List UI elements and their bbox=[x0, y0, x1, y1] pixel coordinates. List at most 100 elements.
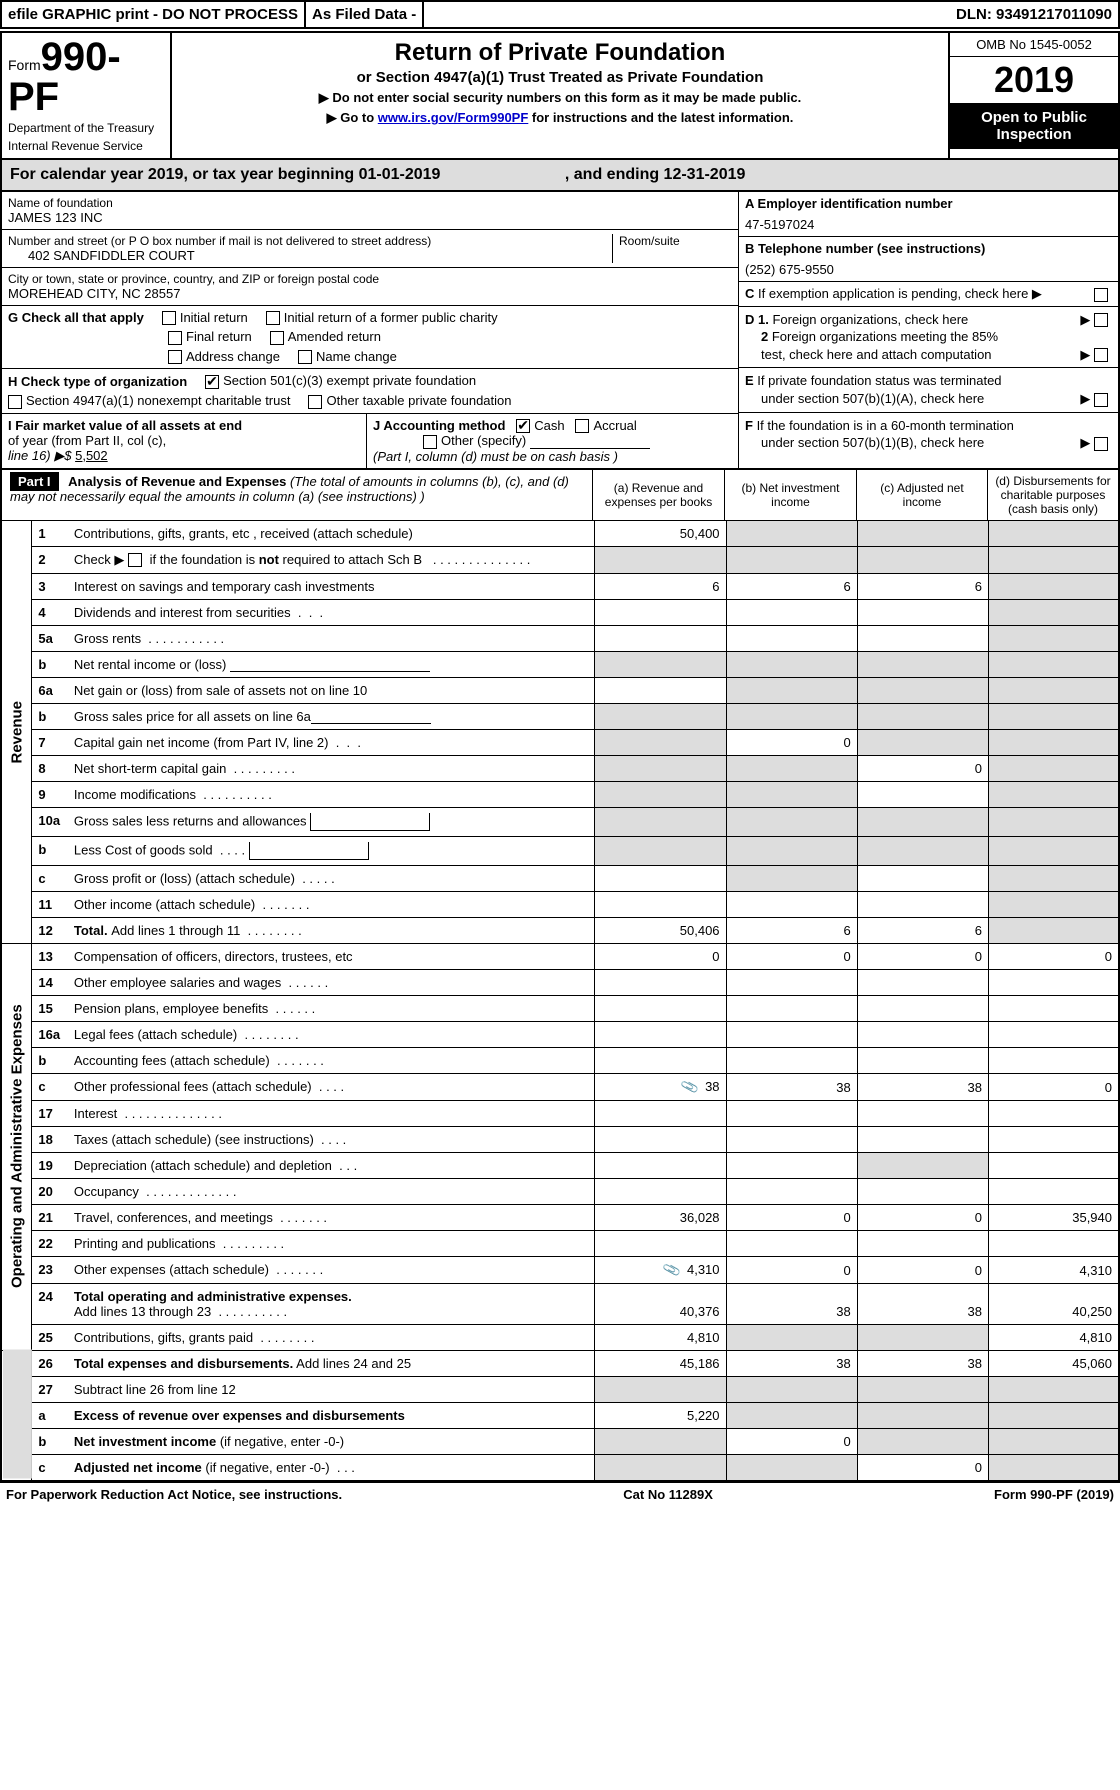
ein-cell: A Employer identification number 47-5197… bbox=[739, 192, 1118, 237]
cb-accrual[interactable] bbox=[575, 419, 589, 433]
table-row: bNet investment income (if negative, ent… bbox=[2, 1428, 1118, 1454]
g-o5: Address change bbox=[186, 349, 280, 364]
section-f: F If the foundation is in a 60-month ter… bbox=[739, 413, 1118, 456]
section-g: G Check all that apply Initial return In… bbox=[2, 306, 738, 370]
table-row: 24Total operating and administrative exp… bbox=[2, 1283, 1118, 1324]
foundation-name-cell: Name of foundation JAMES 123 INC bbox=[2, 192, 738, 230]
ein-value: 47-5197024 bbox=[745, 217, 1112, 232]
table-row: 18Taxes (attach schedule) (see instructi… bbox=[2, 1126, 1118, 1152]
page-footer: For Paperwork Reduction Act Notice, see … bbox=[0, 1482, 1120, 1506]
cb-4947a1[interactable] bbox=[8, 395, 22, 409]
revenue-expense-table: Revenue 1 Contributions, gifts, grants, … bbox=[2, 521, 1118, 1480]
cb-sch-b[interactable] bbox=[128, 553, 142, 567]
col-b-header: (b) Net investment income bbox=[725, 470, 857, 520]
g-o1: Initial return bbox=[180, 310, 248, 325]
table-row: 27Subtract line 26 from line 12 bbox=[2, 1376, 1118, 1402]
table-row: 2 Check ▶ if the foundation is not requi… bbox=[2, 546, 1118, 573]
expenses-side-label: Operating and Administrative Expenses bbox=[2, 943, 32, 1350]
h-label: H Check type of organization bbox=[8, 374, 187, 389]
part1-container: Part I Analysis of Revenue and Expenses … bbox=[0, 470, 1120, 1482]
irs-link[interactable]: www.irs.gov/Form990PF bbox=[378, 110, 529, 125]
section-h: H Check type of organization Section 501… bbox=[2, 369, 738, 413]
footer-cat: Cat No 11289X bbox=[623, 1487, 713, 1502]
cb-501c3[interactable] bbox=[205, 375, 219, 389]
i-line2: of year (from Part II, col (c), bbox=[8, 433, 166, 448]
table-row: 10aGross sales less returns and allowanc… bbox=[2, 807, 1118, 836]
foundation-name: JAMES 123 INC bbox=[8, 210, 732, 225]
efile-notice: efile GRAPHIC print - DO NOT PROCESS bbox=[2, 2, 306, 27]
cb-507b1b[interactable] bbox=[1094, 437, 1108, 451]
cb-amended[interactable] bbox=[270, 331, 284, 345]
table-row: 16aLegal fees (attach schedule) . . . . … bbox=[2, 1021, 1118, 1047]
cb-address-change[interactable] bbox=[168, 350, 182, 364]
part1-title-cell: Part I Analysis of Revenue and Expenses … bbox=[2, 470, 593, 520]
section-ij: I Fair market value of all assets at end… bbox=[2, 414, 738, 468]
table-row: bNet rental income or (loss) bbox=[2, 651, 1118, 677]
cb-other-taxable[interactable] bbox=[308, 395, 322, 409]
table-row: 19Depreciation (attach schedule) and dep… bbox=[2, 1152, 1118, 1178]
form-subtitle: or Section 4947(a)(1) Trust Treated as P… bbox=[182, 69, 938, 86]
table-row: bAccounting fees (attach schedule) . . .… bbox=[2, 1047, 1118, 1073]
section-j: J Accounting method Cash Accrual Other (… bbox=[367, 414, 738, 468]
table-row: 4Dividends and interest from securities … bbox=[2, 599, 1118, 625]
j-accrual: Accrual bbox=[593, 418, 636, 433]
omb-number: OMB No 1545-0052 bbox=[950, 33, 1118, 57]
cb-cash[interactable] bbox=[516, 419, 530, 433]
table-row: cAdjusted net income (if negative, enter… bbox=[2, 1454, 1118, 1480]
cb-other-method[interactable] bbox=[423, 435, 437, 449]
cb-85-test[interactable] bbox=[1094, 348, 1108, 362]
cb-final-return[interactable] bbox=[168, 331, 182, 345]
form-title: Return of Private Foundation bbox=[182, 39, 938, 67]
title-box: Return of Private Foundation or Section … bbox=[172, 33, 948, 158]
cb-initial-return[interactable] bbox=[162, 311, 176, 325]
table-row: aExcess of revenue over expenses and dis… bbox=[2, 1402, 1118, 1428]
j-note: (Part I, column (d) must be on cash basi… bbox=[373, 449, 618, 464]
table-row: 14Other employee salaries and wages . . … bbox=[2, 969, 1118, 995]
h-o1: Section 501(c)(3) exempt private foundat… bbox=[223, 373, 476, 388]
phone-value: (252) 675-9550 bbox=[745, 262, 1112, 277]
addr-label: Number and street (or P O box number if … bbox=[8, 234, 612, 248]
part1-title: Analysis of Revenue and Expenses bbox=[68, 474, 286, 489]
cb-507b1a[interactable] bbox=[1094, 393, 1108, 407]
table-row: 9Income modifications . . . . . . . . . … bbox=[2, 781, 1118, 807]
attachment-icon[interactable]: 📎 bbox=[679, 1076, 700, 1097]
footer-left: For Paperwork Reduction Act Notice, see … bbox=[6, 1487, 342, 1502]
table-row: 26Total expenses and disbursements. Add … bbox=[2, 1350, 1118, 1376]
entity-right: A Employer identification number 47-5197… bbox=[738, 192, 1118, 468]
table-row: 17Interest . . . . . . . . . . . . . . bbox=[2, 1100, 1118, 1126]
cb-foreign-org[interactable] bbox=[1094, 313, 1108, 327]
form-990pf-page: { "topbar": { "efile": "efile GRAPHIC pr… bbox=[0, 0, 1120, 1506]
table-row: 11Other income (attach schedule) . . . .… bbox=[2, 891, 1118, 917]
table-row: 5aGross rents . . . . . . . . . . . bbox=[2, 625, 1118, 651]
j-label: J Accounting method bbox=[373, 418, 505, 433]
section-c: C C If exemption application is pending,… bbox=[739, 282, 1118, 307]
table-row: 23Other expenses (attach schedule) . . .… bbox=[2, 1256, 1118, 1283]
footer-right: Form 990-PF (2019) bbox=[994, 1487, 1114, 1502]
table-row: 8Net short-term capital gain . . . . . .… bbox=[2, 755, 1118, 781]
col-d-header: (d) Disbursements for charitable purpose… bbox=[988, 470, 1118, 520]
g-o3: Final return bbox=[186, 329, 252, 344]
i-line1: I Fair market value of all assets at end bbox=[8, 418, 242, 433]
cb-name-change[interactable] bbox=[298, 350, 312, 364]
calyear-begin: For calendar year 2019, or tax year begi… bbox=[10, 166, 440, 183]
cb-exemption-pending[interactable] bbox=[1094, 288, 1108, 302]
revenue-side-label: Revenue bbox=[2, 521, 32, 944]
g-o6: Name change bbox=[316, 349, 397, 364]
table-row: cOther professional fees (attach schedul… bbox=[2, 1073, 1118, 1100]
table-row: cGross profit or (loss) (attach schedule… bbox=[2, 865, 1118, 891]
city-state-zip: MOREHEAD CITY, NC 28557 bbox=[8, 286, 732, 301]
cb-initial-former[interactable] bbox=[266, 311, 280, 325]
j-cash: Cash bbox=[534, 418, 564, 433]
section-e: E If private foundation status was termi… bbox=[739, 368, 1118, 412]
table-row: 25Contributions, gifts, grants paid . . … bbox=[2, 1324, 1118, 1350]
instr2-pre: ▶ Go to bbox=[327, 110, 378, 125]
as-filed: As Filed Data - bbox=[306, 2, 424, 27]
column-headers: (a) Revenue and expenses per books (b) N… bbox=[593, 470, 1118, 520]
attachment-icon[interactable]: 📎 bbox=[661, 1259, 682, 1280]
table-row: 3Interest on savings and temporary cash … bbox=[2, 573, 1118, 599]
g-label: G Check all that apply bbox=[8, 310, 144, 325]
g-o2: Initial return of a former public charit… bbox=[284, 310, 498, 325]
form-id-box: Form990-PF Department of the Treasury In… bbox=[2, 33, 172, 158]
street-address: 402 SANDFIDDLER COURT bbox=[8, 248, 612, 263]
city-label: City or town, state or province, country… bbox=[8, 272, 732, 286]
